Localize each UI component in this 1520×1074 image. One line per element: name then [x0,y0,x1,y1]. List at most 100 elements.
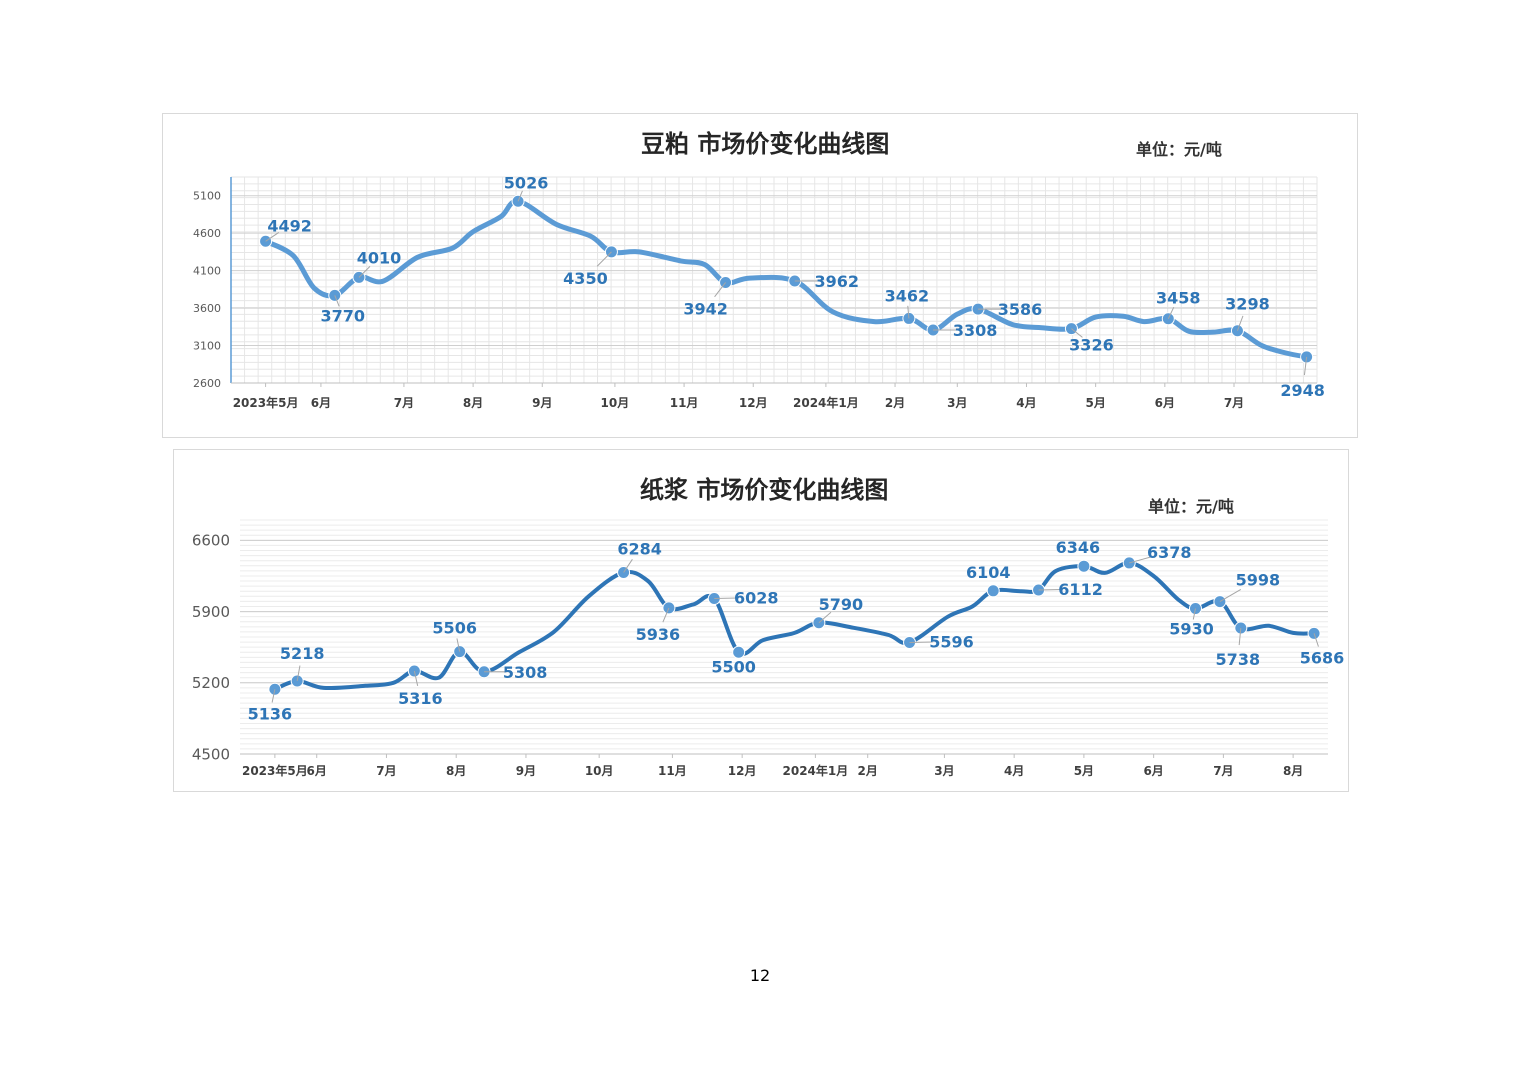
gridlines [230,176,1318,384]
x-tick-label: 10月 [601,396,630,410]
leader-line [271,689,276,703]
data-point [732,645,746,659]
x-tick-label: 7月 [394,396,414,410]
data-label: 4010 [357,248,402,267]
x-tick-label: 7月 [1224,396,1244,410]
x-tick-label: 7月 [376,764,396,778]
data-label: 5998 [1236,571,1281,590]
leader-line [1238,627,1242,646]
leader-line [1313,633,1319,647]
x-tick-label: 6月 [1155,396,1175,410]
chart-title: 豆粕 市场价变化曲线图 [641,130,890,158]
leader-line [1192,608,1196,620]
page-number: 12 [749,966,771,985]
data-label: 5936 [636,625,681,644]
data-labels: 5136 5218 5316 5506 5308 6284 5936 6028 5500 5790… [248,538,1345,723]
y-tick-labels: 2600 3100 3600 4100 4600 5100 [193,190,221,390]
data-label: 5738 [1216,650,1261,669]
leader-line [596,251,612,267]
data-label: 3770 [320,306,365,325]
leader-line [1038,588,1062,591]
leader-line [1303,356,1308,376]
data-label: 5026 [504,173,549,192]
leader-line [1219,589,1242,603]
x-tick-label: 3月 [934,764,954,778]
data-label: 3326 [1069,336,1114,355]
leader-line [714,597,738,600]
data-label: 6346 [1056,538,1101,557]
data-point [1064,322,1078,336]
data-label: 6112 [1058,580,1103,599]
data-label: 3942 [683,299,728,318]
data-label: 3962 [814,272,859,291]
series-line [272,560,1317,692]
data-point [662,601,676,615]
data-point [407,664,421,678]
x-tick-label: 6月 [311,396,331,410]
x-tick-label: 2023年5月 [242,763,308,778]
leader-line [662,607,670,623]
leader-line [334,295,340,307]
x-tick-label: 4月 [1016,396,1036,410]
leader-line [358,266,371,278]
unit-label: 单位：元/吨 [1148,497,1234,516]
data-label: 3308 [953,321,998,340]
y-tick-label: 4600 [193,227,221,240]
chart-title: 纸浆 市场价变化曲线图 [640,476,889,504]
x-tick-label: 12月 [728,764,757,778]
data-label: 5930 [1169,620,1214,639]
y-tick-label: 3600 [193,302,221,315]
x-tick-label: 9月 [516,764,536,778]
x-tick-label: 2023年5月 [233,395,299,410]
data-label: 3586 [998,300,1043,319]
data-point [617,565,631,579]
data-label: 5596 [929,632,974,651]
leader-line [1167,306,1175,319]
data-markers [259,194,1314,364]
data-label: 6028 [734,589,779,608]
leader-line [517,190,523,202]
data-point [1234,621,1248,635]
data-label: 2948 [1280,381,1325,400]
x-tick-label: 11月 [658,764,687,778]
leader-line [456,638,461,652]
y-tick-label: 3100 [193,339,221,352]
data-point [1122,556,1136,570]
y-tick-label: 2600 [193,377,221,390]
x-tick-label: 9月 [532,396,552,410]
x-tick-label: 8月 [1283,764,1303,778]
data-label: 5136 [248,704,293,723]
y-tick-label: 4500 [192,745,230,763]
leader-line [714,282,726,298]
y-tick-labels: 4500 5200 5900 6600 [192,532,230,764]
data-label: 5500 [711,657,756,676]
series-line [263,198,1310,360]
x-tick-label: 5月 [1074,764,1094,778]
y-tick-label: 5100 [193,190,221,203]
x-tick-label: 8月 [446,764,466,778]
x-tick-label: 12月 [739,396,768,410]
data-label: 3462 [885,286,930,305]
y-tick-label: 4100 [193,264,221,277]
data-label: 4492 [267,216,312,235]
data-point [719,275,733,289]
x-tick-label: 8月 [463,396,483,410]
leader-line [1129,556,1152,564]
y-tick-label: 5900 [192,603,230,621]
soymeal-chart-panel: 豆粕 市场价变化曲线图 单位：元/吨 2600 3100 3600 4100 4600 5… [162,113,1358,438]
x-tick-label: 10月 [585,764,614,778]
data-label: 5506 [432,619,477,638]
leader-line [265,232,280,242]
unit-label: 单位：元/吨 [1136,140,1222,159]
leader-line [1236,315,1244,331]
y-tick-label: 5200 [192,674,230,692]
data-labels: 4492 3770 4010 5026 4350 3942 3962 3462 33083586… [265,173,1325,400]
x-tick-label: 2024年1月 [793,395,859,410]
soymeal-chart-plot: 2600 3100 3600 4100 4600 5100 2023年5月 6月 7月 8月 9月 1… [193,173,1325,410]
x-tick-label: 2月 [858,764,878,778]
data-label: 6378 [1147,543,1192,562]
x-tick-label: 3月 [947,396,967,410]
